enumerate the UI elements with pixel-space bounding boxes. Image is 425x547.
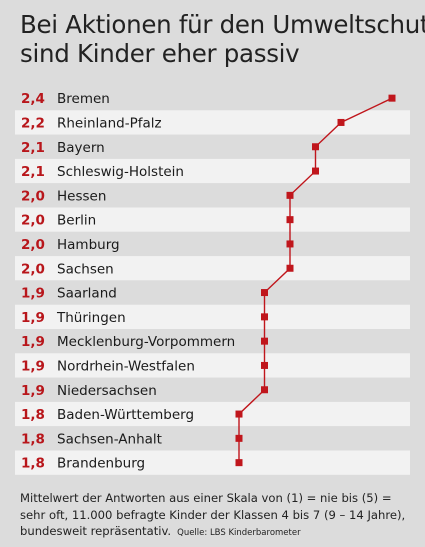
value-label: 2,2 (21, 115, 45, 131)
data-point-marker (337, 118, 345, 126)
data-point-marker (261, 337, 268, 345)
row-stripe (15, 304, 410, 329)
row-stripe (15, 231, 410, 257)
row-stripe (15, 450, 410, 475)
data-point-marker (235, 434, 243, 442)
value-label: 2,1 (21, 164, 45, 180)
row-stripe (15, 426, 410, 451)
row-stripe (15, 86, 410, 111)
category-label: Schleswig-Holstein (57, 164, 184, 180)
data-point-marker (286, 191, 294, 199)
row-stripe (15, 401, 410, 427)
source-label: Quelle: LBS Kinderbarometer (177, 528, 301, 538)
row-stripe (15, 377, 410, 402)
row-stripe (15, 183, 410, 208)
category-label: Bremen (57, 91, 110, 107)
category-label: Sachsen-Anhalt (57, 431, 162, 447)
data-point-marker (235, 459, 243, 467)
series-line (238, 97, 393, 463)
category-label: Hessen (57, 188, 106, 204)
row-stripe (15, 280, 410, 305)
value-label: 2,0 (21, 261, 45, 277)
value-label: 1,9 (21, 383, 45, 399)
value-label: 2,1 (21, 140, 45, 156)
category-label: Niedersachsen (57, 383, 157, 399)
value-label: 1,9 (21, 334, 45, 350)
note-line-3-text: bundesweit repräsentativ. (20, 524, 172, 538)
data-point-marker (261, 313, 268, 321)
row-stripe (15, 329, 410, 354)
category-label: Mecklenburg-Vorpommern (57, 334, 235, 350)
row-stripe (15, 207, 410, 232)
data-point-marker (235, 410, 243, 418)
row-stripe (15, 353, 410, 378)
value-label: 1,8 (21, 456, 45, 472)
category-label: Thüringen (56, 310, 126, 326)
footnote: Mittelwert der Antworten aus einer Skala… (20, 490, 420, 542)
data-point-marker (388, 94, 396, 102)
data-point-marker (286, 216, 294, 224)
data-point-marker (286, 264, 294, 272)
data-point-marker (312, 167, 319, 175)
row-stripe (15, 134, 410, 159)
category-label: Hamburg (57, 237, 120, 253)
value-label: 2,0 (21, 237, 45, 253)
category-label: Sachsen (57, 261, 114, 277)
value-label: 1,8 (21, 407, 45, 423)
value-label: 2,0 (21, 188, 45, 204)
data-point-marker (261, 386, 268, 394)
data-point-marker (286, 240, 294, 248)
category-label: Saarland (57, 286, 117, 302)
data-point-marker (261, 361, 268, 369)
row-stripe (15, 256, 410, 281)
series-markers (235, 94, 396, 467)
value-label: 2,4 (21, 91, 45, 107)
note-line-2: sehr oft, 11.000 befragte Kinder der Kla… (20, 507, 406, 522)
category-label: Bayern (57, 140, 105, 156)
value-label: 1,9 (21, 358, 45, 374)
category-label: Rheinland-Pfalz (57, 115, 162, 131)
value-label: 1,9 (21, 286, 45, 302)
chart-title: Bei Aktionen für den Umweltschutz sind K… (20, 10, 425, 68)
value-label: 2,0 (21, 213, 45, 229)
data-point-marker (312, 143, 319, 151)
row-stripe (15, 158, 410, 184)
category-label: Nordrhein-Westfalen (57, 358, 195, 374)
category-label: Berlin (57, 213, 96, 229)
value-label: 1,8 (21, 431, 45, 447)
note-line-1: Mittelwert der Antworten aus einer Skala… (20, 491, 392, 505)
title-line-2: sind Kinder eher passiv (20, 39, 300, 68)
category-label: Baden-Württemberg (57, 407, 194, 423)
row-stripes (15, 86, 410, 475)
title-line-1: Bei Aktionen für den Umweltschutz (20, 10, 425, 39)
note-line-3: bundesweit repräsentativ. Quelle: LBS Kin… (20, 523, 420, 542)
value-label: 1,9 (21, 310, 45, 326)
data-point-marker (261, 289, 268, 297)
category-label: Brandenburg (57, 456, 145, 472)
row-labels: 2,4 Bremen 2,2 Rheinland-Pfalz 2,1 Bayern 2,1 S… (21, 91, 235, 472)
